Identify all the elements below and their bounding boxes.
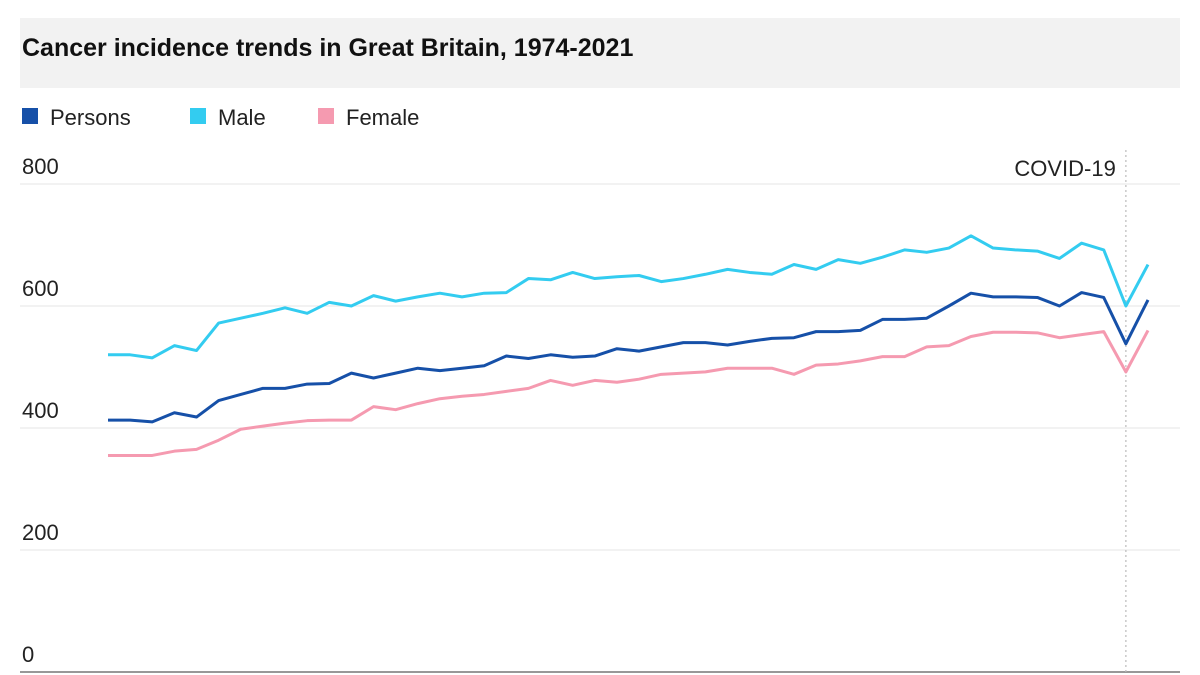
legend-item: Persons	[22, 105, 131, 130]
y-tick-label: 600	[22, 276, 59, 301]
y-tick-label: 800	[22, 154, 59, 179]
legend-swatch	[190, 108, 206, 124]
title-band	[20, 18, 1180, 88]
y-tick-label: 200	[22, 520, 59, 545]
legend-label: Male	[218, 105, 266, 130]
legend-item: Female	[318, 105, 419, 130]
y-tick-label: 0	[22, 642, 34, 667]
series-line	[108, 291, 1150, 424]
chart-title: Cancer incidence trends in Great Britain…	[22, 34, 633, 62]
legend-label: Persons	[50, 105, 131, 130]
annotation-label: COVID-19	[1014, 156, 1115, 181]
legend-swatch	[22, 108, 38, 124]
series-line	[108, 234, 1150, 360]
legend-label: Female	[346, 105, 419, 130]
series-line	[108, 329, 1150, 457]
legend-swatch	[318, 108, 334, 124]
legend-item: Male	[190, 105, 266, 130]
y-tick-label: 400	[22, 398, 59, 423]
